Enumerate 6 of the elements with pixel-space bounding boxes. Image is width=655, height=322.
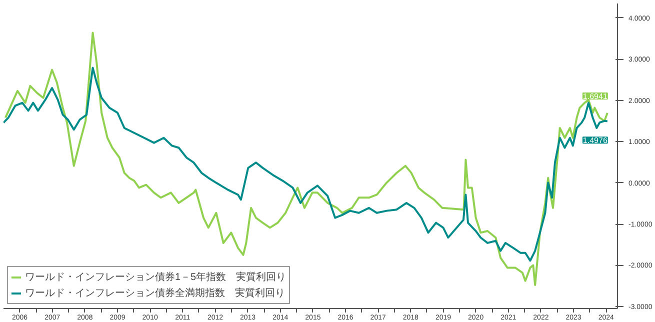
annotation: 1.4976 [582,136,608,146]
legend-label: ワールド・インフレーション債券全満期指数 実質利回り [25,286,285,300]
legend-label: ワールド・インフレーション債券1－5年指数 実質利回り [25,270,286,284]
annotation: 1.6941 [582,92,608,101]
line-series [4,66,608,262]
line-series [4,32,608,286]
